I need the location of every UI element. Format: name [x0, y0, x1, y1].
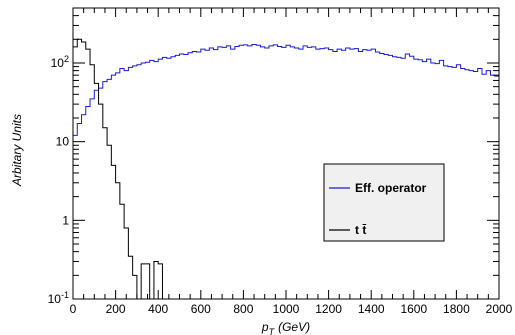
x-tick-label: 1400: [358, 302, 385, 316]
x-tick-label: 600: [191, 302, 211, 316]
x-axis-title-sub: T: [269, 327, 276, 335]
x-tick-label: 1600: [400, 302, 427, 316]
x-tick-label: 0: [70, 302, 77, 316]
x-tick-label: 1000: [273, 302, 300, 316]
series-line-0: [72, 43, 499, 299]
legend-label-ttbar: t t̄: [355, 223, 366, 237]
legend: Eff. operator t t̄: [323, 163, 445, 242]
y-tick-label: 10: [56, 135, 70, 149]
x-axis-title-unit: (GeV): [278, 320, 310, 334]
y-tick-label: 10-1: [48, 290, 69, 306]
x-tick-label: 2000: [486, 302, 513, 316]
x-axis-title-main: p: [261, 320, 269, 334]
x-tick-label: 1200: [315, 302, 342, 316]
y-tick-label: 102: [51, 54, 69, 70]
legend-box: [323, 163, 445, 242]
x-axis-title: pT (GeV): [261, 320, 310, 335]
x-tick-label: 200: [106, 302, 126, 316]
x-tick-label: 800: [233, 302, 253, 316]
y-tick-label: 1: [62, 213, 69, 227]
axis-layer: 0 200 400 600 800 1000 1200 1400 1600 1800 2000 10-…: [48, 7, 513, 316]
y-axis-title: Arbitary Units: [10, 114, 24, 187]
x-tick-label: 400: [148, 302, 168, 316]
x-tick-label: 1800: [443, 302, 470, 316]
legend-label-eff: Eff. operator: [355, 181, 427, 195]
